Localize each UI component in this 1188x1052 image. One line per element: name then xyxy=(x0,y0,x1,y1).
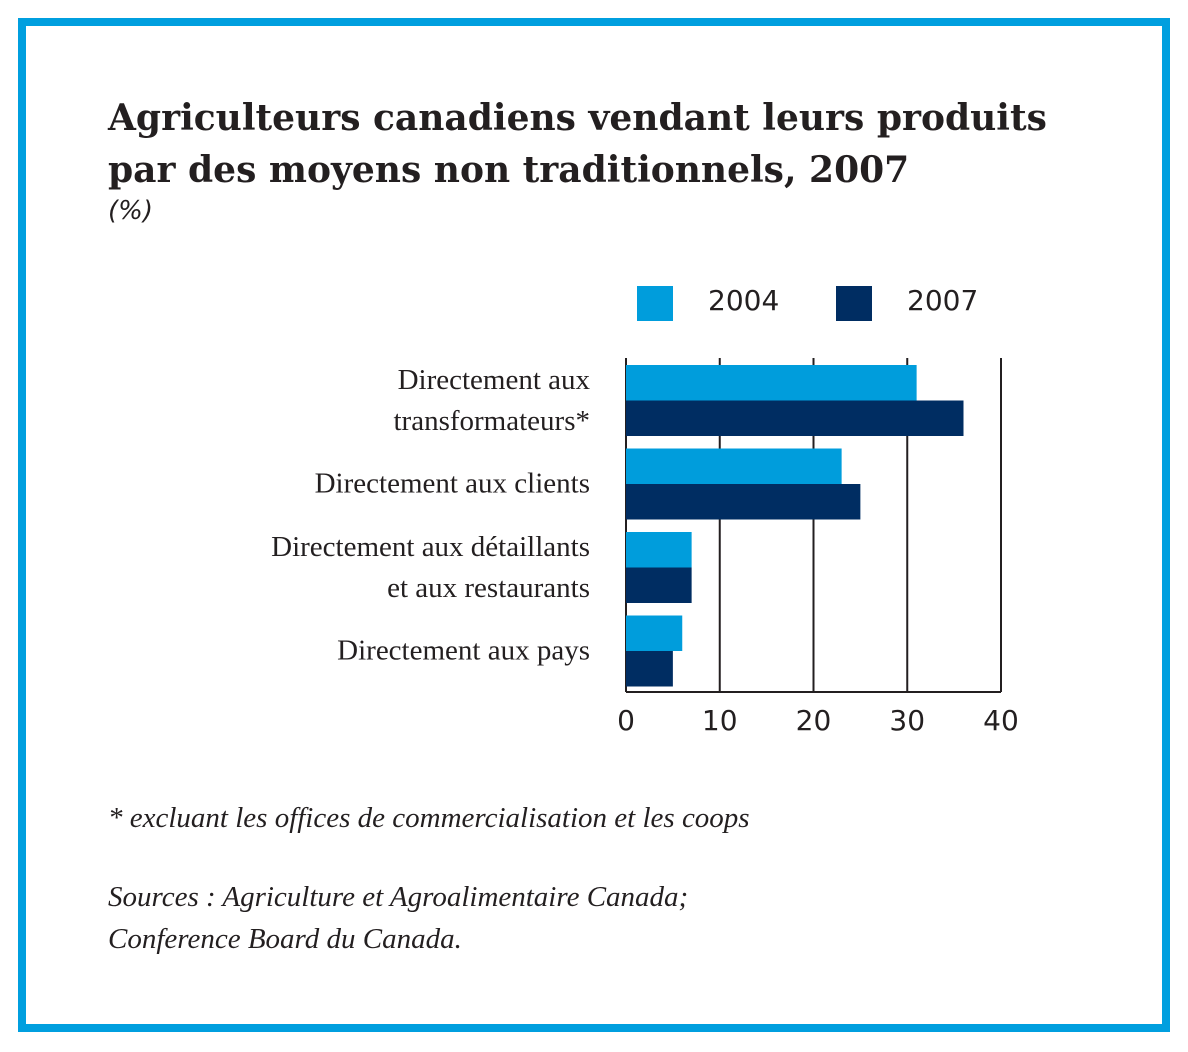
bar xyxy=(626,400,964,436)
x-tick-label: 10 xyxy=(702,704,738,737)
y-tick-label: Directement aux pays xyxy=(337,634,590,667)
y-tick-label: Directement aux détaillants et aux resta… xyxy=(271,530,590,604)
legend-swatch xyxy=(836,286,872,321)
chart-subtitle: (%) xyxy=(108,196,153,226)
legend-swatch xyxy=(637,286,673,321)
frame xyxy=(18,18,1170,1032)
chart-title: Agriculteurs canadiens vendant leurs pro… xyxy=(108,97,1047,191)
legend-label: 2004 xyxy=(708,284,779,317)
x-tick-label: 20 xyxy=(796,704,832,737)
y-tick-label: Directement aux transformateurs* xyxy=(393,363,591,437)
x-tick-label: 0 xyxy=(617,704,635,737)
source: Sources : Agriculture et Agroalimentaire… xyxy=(108,881,689,955)
x-tick-label: 40 xyxy=(983,704,1019,737)
bar xyxy=(626,484,861,520)
bar xyxy=(626,567,692,603)
legend-label: 2007 xyxy=(907,284,978,317)
bar xyxy=(626,615,683,651)
y-tick-label: Directement aux clients xyxy=(314,467,590,500)
bar xyxy=(626,365,917,401)
bar xyxy=(626,532,692,568)
bar xyxy=(626,651,673,687)
x-tick-label: 30 xyxy=(889,704,925,737)
footnote: * excluant les offices de commercialisat… xyxy=(108,802,750,834)
bar xyxy=(626,448,842,484)
